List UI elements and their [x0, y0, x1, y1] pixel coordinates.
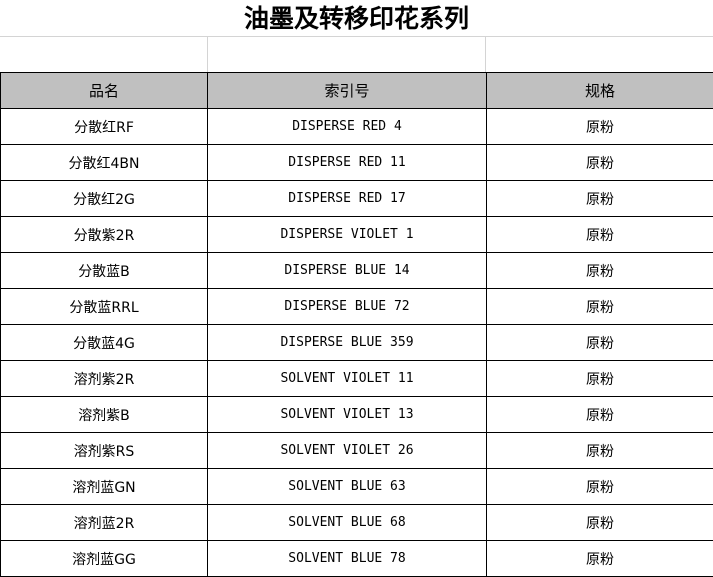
index-cell[interactable]: DISPERSE RED 4 — [207, 108, 487, 145]
product-name-cell[interactable]: 溶剂蓝GG — [0, 540, 208, 577]
blank-cell[interactable] — [208, 37, 487, 72]
index-cell[interactable]: DISPERSE VIOLET 1 — [207, 216, 487, 253]
table-row: 溶剂蓝2R SOLVENT BLUE 68 原粉 — [0, 504, 713, 541]
index-cell[interactable]: SOLVENT VIOLET 26 — [207, 432, 487, 469]
spec-cell[interactable]: 原粉 — [486, 432, 713, 469]
spec-cell[interactable]: 原粉 — [486, 504, 713, 541]
table-row: 溶剂紫RS SOLVENT VIOLET 26 原粉 — [0, 432, 713, 469]
table-row: 分散蓝B DISPERSE BLUE 14 原粉 — [0, 252, 713, 289]
product-name-cell[interactable]: 溶剂蓝GN — [0, 468, 208, 505]
spec-cell[interactable]: 原粉 — [486, 252, 713, 289]
sheet-title: 油墨及转移印花系列 — [0, 0, 713, 37]
spec-cell[interactable]: 原粉 — [486, 324, 713, 361]
product-name-cell[interactable]: 溶剂紫2R — [0, 360, 208, 397]
product-name-cell[interactable]: 溶剂紫B — [0, 396, 208, 433]
table-row: 溶剂蓝GN SOLVENT BLUE 63 原粉 — [0, 468, 713, 505]
product-table: 品名 索引号 规格 分散红RF DISPERSE RED 4 原粉 分散红4BN DIS… — [0, 72, 713, 577]
spec-cell[interactable]: 原粉 — [486, 468, 713, 505]
header-index[interactable]: 索引号 — [207, 72, 487, 109]
header-row: 品名 索引号 规格 — [0, 72, 713, 109]
product-name-cell[interactable]: 溶剂蓝2R — [0, 504, 208, 541]
product-name-cell[interactable]: 溶剂紫RS — [0, 432, 208, 469]
spec-cell[interactable]: 原粉 — [486, 360, 713, 397]
header-name[interactable]: 品名 — [0, 72, 208, 109]
product-name-cell[interactable]: 分散红RF — [0, 108, 208, 145]
header-spec[interactable]: 规格 — [486, 72, 713, 109]
product-name-cell[interactable]: 分散蓝4G — [0, 324, 208, 361]
index-cell[interactable]: SOLVENT BLUE 63 — [207, 468, 487, 505]
spec-cell[interactable]: 原粉 — [486, 144, 713, 181]
product-name-cell[interactable]: 分散红4BN — [0, 144, 208, 181]
index-cell[interactable]: SOLVENT BLUE 78 — [207, 540, 487, 577]
table-row: 分散蓝4G DISPERSE BLUE 359 原粉 — [0, 324, 713, 361]
spec-cell[interactable]: 原粉 — [486, 396, 713, 433]
table-row: 分散红4BN DISPERSE RED 11 原粉 — [0, 144, 713, 181]
table-row: 溶剂蓝GG SOLVENT BLUE 78 原粉 — [0, 540, 713, 577]
index-cell[interactable]: DISPERSE BLUE 72 — [207, 288, 487, 325]
spec-cell[interactable]: 原粉 — [486, 216, 713, 253]
table-row: 分散红2G DISPERSE RED 17 原粉 — [0, 180, 713, 217]
product-name-cell[interactable]: 分散蓝B — [0, 252, 208, 289]
table-row: 分散红RF DISPERSE RED 4 原粉 — [0, 108, 713, 145]
index-cell[interactable]: DISPERSE BLUE 359 — [207, 324, 487, 361]
index-cell[interactable]: DISPERSE RED 11 — [207, 144, 487, 181]
table-row: 分散紫2R DISPERSE VIOLET 1 原粉 — [0, 216, 713, 253]
blank-cell[interactable] — [486, 37, 713, 72]
blank-cell[interactable] — [0, 37, 208, 72]
spec-cell[interactable]: 原粉 — [486, 288, 713, 325]
spec-cell[interactable]: 原粉 — [486, 540, 713, 577]
index-cell[interactable]: DISPERSE RED 17 — [207, 180, 487, 217]
product-name-cell[interactable]: 分散紫2R — [0, 216, 208, 253]
index-cell[interactable]: SOLVENT VIOLET 11 — [207, 360, 487, 397]
index-cell[interactable]: SOLVENT BLUE 68 — [207, 504, 487, 541]
index-cell[interactable]: DISPERSE BLUE 14 — [207, 252, 487, 289]
blank-row — [0, 37, 713, 72]
table-row: 分散蓝RRL DISPERSE BLUE 72 原粉 — [0, 288, 713, 325]
index-cell[interactable]: SOLVENT VIOLET 13 — [207, 396, 487, 433]
product-name-cell[interactable]: 分散红2G — [0, 180, 208, 217]
spec-cell[interactable]: 原粉 — [486, 108, 713, 145]
spec-cell[interactable]: 原粉 — [486, 180, 713, 217]
product-name-cell[interactable]: 分散蓝RRL — [0, 288, 208, 325]
table-row: 溶剂紫2R SOLVENT VIOLET 11 原粉 — [0, 360, 713, 397]
table-row: 溶剂紫B SOLVENT VIOLET 13 原粉 — [0, 396, 713, 433]
